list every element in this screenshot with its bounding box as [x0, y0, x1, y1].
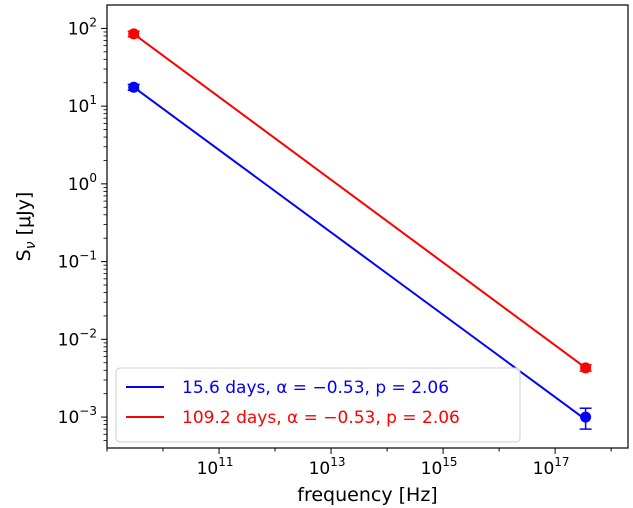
legend: 15.6 days, α = −0.53, p = 2.06 109.2 days…	[115, 367, 521, 443]
plot-frame	[106, 4, 629, 449]
y-tick-label-base: 10	[58, 408, 80, 428]
y-axis-label-sub: ν	[23, 241, 39, 249]
x-tick-label-exp: 15	[442, 455, 457, 469]
x-tick-label: 1013	[309, 455, 346, 479]
x-tick-label-base: 10	[421, 459, 443, 479]
x-tick-label-exp: 13	[330, 455, 345, 469]
data-point	[580, 411, 592, 423]
y-tick-label-exp: −1	[79, 249, 97, 263]
x-tick-label-exp: 11	[218, 455, 233, 469]
y-tick-label-base: 10	[68, 19, 90, 39]
data-point	[580, 362, 592, 374]
y-tick-label-exp: 1	[89, 93, 97, 107]
y-tick-label-base: 10	[58, 253, 80, 273]
y-axis-label-rest: [μJy]	[13, 192, 35, 242]
x-tick-label-base: 10	[309, 459, 331, 479]
y-tick-label-exp: −3	[79, 404, 97, 418]
y-tick-label-base: 10	[58, 330, 80, 350]
legend-label: 15.6 days, α = −0.53, p = 2.06	[182, 378, 449, 398]
y-tick-label: 101	[68, 93, 97, 117]
y-tick-label: 10−3	[58, 404, 97, 428]
y-axis-label: Sν [μJy]	[13, 192, 39, 262]
x-axis-ticks: 1011 1013 1015 1017	[106, 448, 612, 479]
series-line	[133, 86, 587, 421]
series-2	[127, 28, 592, 374]
y-tick-label-exp: 2	[89, 15, 97, 29]
y-tick-label: 100	[68, 171, 97, 195]
x-tick-label-exp: 17	[554, 455, 569, 469]
y-tick-label-base: 10	[68, 97, 90, 117]
y-tick-label-exp: −2	[79, 326, 97, 340]
legend-entry: 109.2 days, α = −0.53, p = 2.06	[126, 408, 460, 428]
y-tick-label: 102	[68, 15, 97, 39]
x-tick-label-base: 10	[533, 459, 555, 479]
y-axis-label-main: S	[13, 249, 35, 261]
x-tick-label: 1015	[421, 455, 458, 479]
legend-entry: 15.6 days, α = −0.53, p = 2.06	[126, 378, 449, 398]
y-tick-label-exp: 0	[89, 171, 97, 185]
y-tick-label-base: 10	[68, 175, 90, 195]
data-point	[128, 28, 140, 40]
series-layer	[127, 28, 592, 430]
x-tick-label: 1011	[197, 455, 234, 479]
x-axis-label: frequency [Hz]	[297, 484, 437, 506]
x-tick-label: 1017	[533, 455, 570, 479]
series-1	[127, 81, 592, 430]
series-line	[133, 33, 587, 369]
legend-box	[115, 367, 521, 443]
y-tick-label: 10−1	[58, 249, 97, 273]
data-point	[128, 81, 140, 93]
legend-label: 109.2 days, α = −0.53, p = 2.06	[182, 408, 460, 428]
y-tick-label: 10−2	[58, 326, 97, 350]
x-tick-label-base: 10	[197, 459, 219, 479]
